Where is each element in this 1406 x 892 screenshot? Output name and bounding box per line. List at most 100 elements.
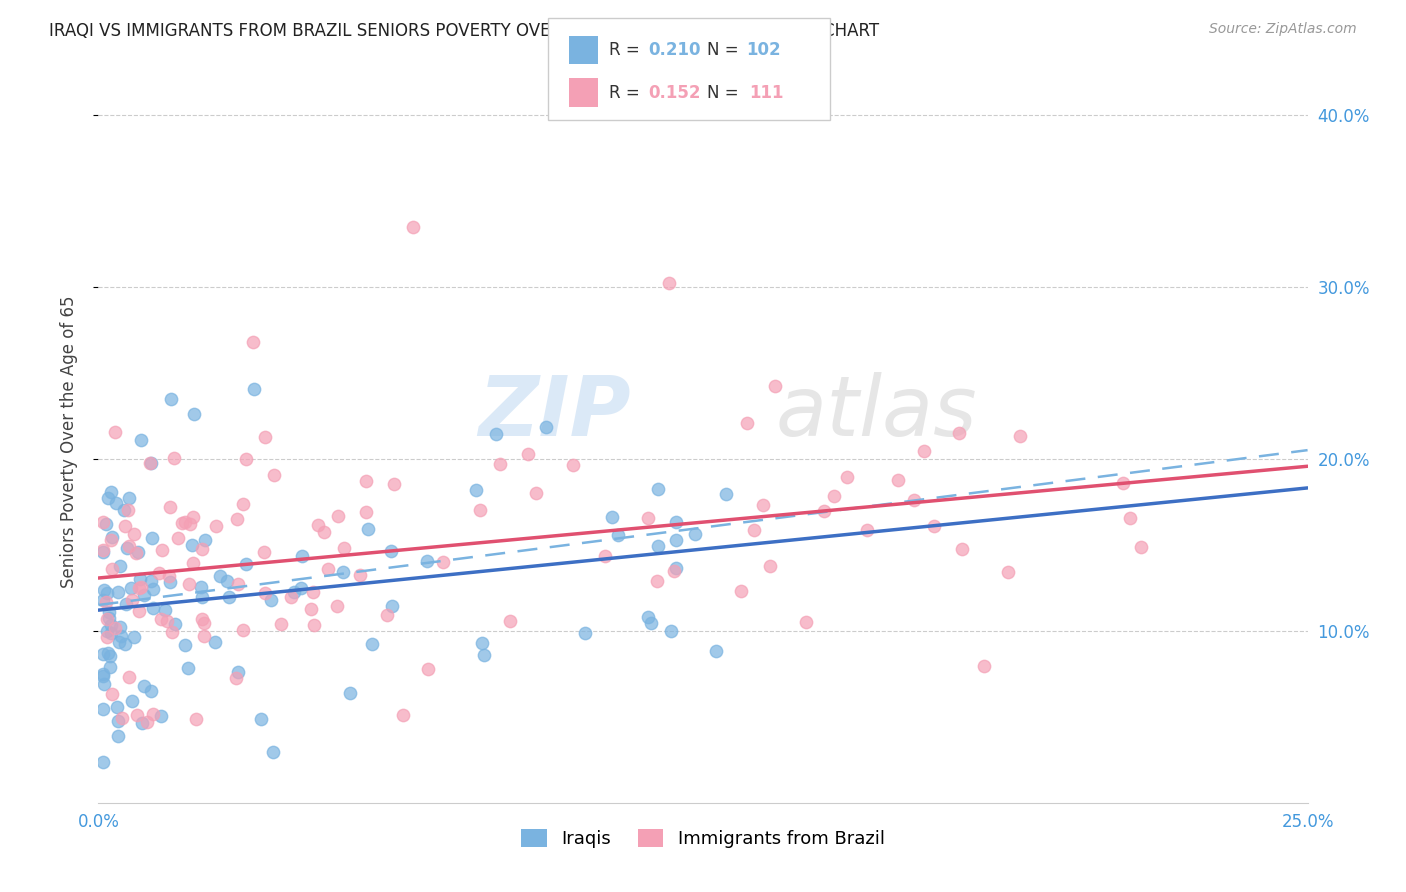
Point	[112, 503, 135, 517]
Point	[167, 531, 190, 545]
Point	[91, 755, 114, 769]
Point	[332, 566, 354, 580]
Point	[193, 629, 215, 643]
Text: IRAQI VS IMMIGRANTS FROM BRAZIL SENIORS POVERTY OVER THE AGE OF 65 CORRELATION C: IRAQI VS IMMIGRANTS FROM BRAZIL SENIORS …	[49, 22, 879, 40]
Point	[91, 543, 114, 558]
Point	[93, 582, 115, 597]
Point	[640, 615, 662, 630]
Point	[606, 528, 628, 542]
Point	[744, 523, 766, 537]
Point	[356, 505, 378, 519]
Point	[129, 434, 152, 448]
Text: R =: R =	[609, 41, 645, 59]
Point	[141, 684, 163, 698]
Point	[357, 522, 380, 536]
Text: R =: R =	[609, 84, 645, 102]
Point	[100, 626, 122, 640]
Point	[194, 533, 217, 547]
Point	[432, 555, 454, 569]
Point	[139, 456, 162, 470]
Point	[735, 416, 758, 430]
Point	[661, 624, 683, 639]
Text: atlas: atlas	[776, 372, 977, 453]
Point	[209, 569, 232, 583]
Point	[97, 646, 120, 660]
Point	[108, 619, 131, 633]
Point	[280, 590, 302, 604]
Point	[98, 605, 121, 619]
Point	[91, 702, 114, 716]
Point	[125, 546, 148, 560]
Point	[534, 420, 557, 434]
Point	[562, 458, 585, 472]
Point	[226, 576, 249, 591]
Point	[163, 616, 186, 631]
Point	[183, 408, 205, 422]
Point	[98, 649, 121, 664]
Point	[354, 474, 377, 488]
Point	[823, 489, 845, 503]
Point	[118, 670, 141, 684]
Point	[117, 503, 139, 517]
Point	[218, 590, 240, 604]
Point	[381, 599, 404, 614]
Point	[155, 603, 177, 617]
Point	[120, 581, 142, 595]
Point	[333, 541, 356, 556]
Text: N =: N =	[707, 41, 744, 59]
Point	[384, 477, 406, 491]
Point	[307, 518, 329, 533]
Point	[108, 559, 131, 574]
Point	[416, 554, 439, 568]
Text: 111: 111	[749, 84, 785, 102]
Point	[637, 610, 659, 624]
Point	[170, 516, 193, 531]
Point	[574, 626, 596, 640]
Point	[973, 659, 995, 673]
Point	[160, 392, 183, 406]
Point	[488, 457, 510, 471]
Text: Source: ZipAtlas.com: Source: ZipAtlas.com	[1209, 22, 1357, 37]
Point	[647, 482, 669, 496]
Point	[124, 526, 146, 541]
Point	[91, 515, 114, 529]
Point	[595, 549, 617, 564]
Point	[349, 568, 371, 582]
Point	[100, 562, 122, 576]
Point	[326, 508, 349, 523]
Point	[665, 533, 688, 547]
Point	[97, 491, 120, 506]
Point	[291, 549, 314, 563]
Point	[174, 638, 197, 652]
Point	[260, 593, 283, 607]
Point	[472, 648, 495, 662]
Point	[131, 716, 153, 731]
Point	[108, 635, 131, 649]
Point	[114, 519, 136, 533]
Point	[104, 425, 127, 440]
Point	[191, 612, 214, 626]
Point	[912, 444, 935, 458]
Point	[91, 666, 114, 681]
Point	[101, 687, 124, 701]
Point	[485, 426, 508, 441]
Point	[115, 541, 138, 555]
Point	[262, 745, 284, 759]
Point	[716, 487, 738, 501]
Point	[118, 539, 141, 553]
Point	[94, 517, 117, 532]
Point	[225, 512, 247, 526]
Point	[159, 574, 181, 589]
Point	[107, 714, 129, 729]
Point	[242, 334, 264, 349]
Point	[101, 530, 124, 544]
Point	[181, 556, 204, 570]
Text: 102: 102	[747, 41, 782, 59]
Point	[111, 711, 134, 725]
Point	[122, 630, 145, 644]
Point	[253, 586, 276, 600]
Point	[468, 503, 491, 517]
Point	[232, 623, 254, 637]
Point	[1119, 511, 1142, 525]
Point	[142, 601, 165, 615]
